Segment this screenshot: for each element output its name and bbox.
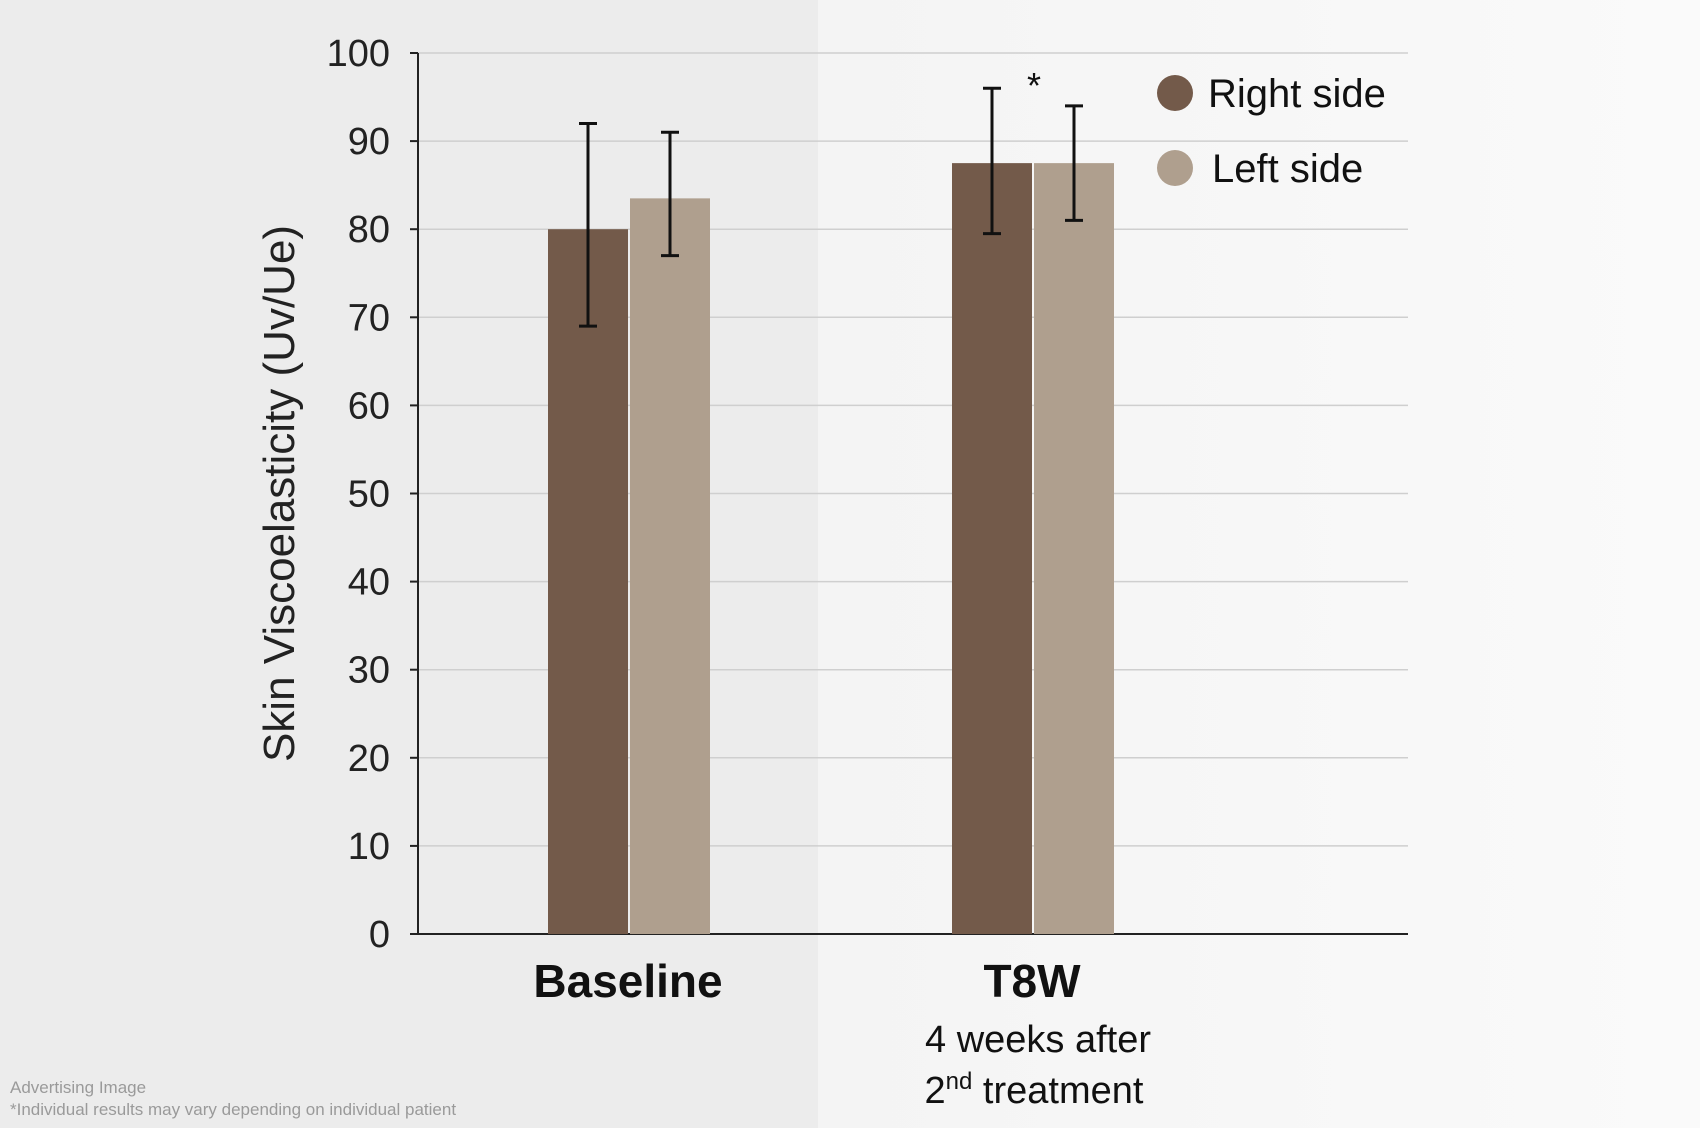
y-tick-label: 40 [348, 562, 390, 604]
significance-asterisk: * [1027, 65, 1041, 106]
y-tick-label: 90 [348, 121, 390, 163]
y-axis-label: Skin Viscoelasticity (Uv/Ue) [255, 225, 304, 762]
category-sublabel: 4 weeks after [925, 1019, 1151, 1061]
y-tick-label: 80 [348, 209, 390, 251]
y-tick-label: 100 [327, 33, 390, 75]
y-tick-label: 60 [348, 385, 390, 427]
legend-label-left-side: Left side [1212, 147, 1363, 191]
bar-right-side-t8w [952, 163, 1032, 934]
category-sublabel-line2: 2nd treatment [925, 1068, 1144, 1112]
individual-results-disclaimer: *Individual results may vary depending o… [10, 1100, 457, 1119]
y-tick-label: 10 [348, 826, 390, 868]
category-label-t8w: T8W [983, 955, 1081, 1007]
legend-swatch-left-side [1157, 150, 1193, 186]
bar-right-side-baseline [548, 229, 628, 934]
y-tick-label: 0 [369, 914, 390, 956]
bar-left-side-baseline [630, 198, 710, 935]
legend-swatch-right-side [1157, 75, 1193, 111]
category-label-baseline: Baseline [533, 955, 722, 1007]
y-tick-label: 70 [348, 297, 390, 339]
bar-left-side-t8w [1034, 163, 1114, 934]
legend-label-right-side: Right side [1208, 72, 1386, 116]
advertising-note: Advertising Image [10, 1078, 147, 1097]
y-tick-label: 30 [348, 650, 390, 692]
y-tick-label: 50 [348, 474, 390, 516]
y-tick-label: 20 [348, 738, 390, 780]
